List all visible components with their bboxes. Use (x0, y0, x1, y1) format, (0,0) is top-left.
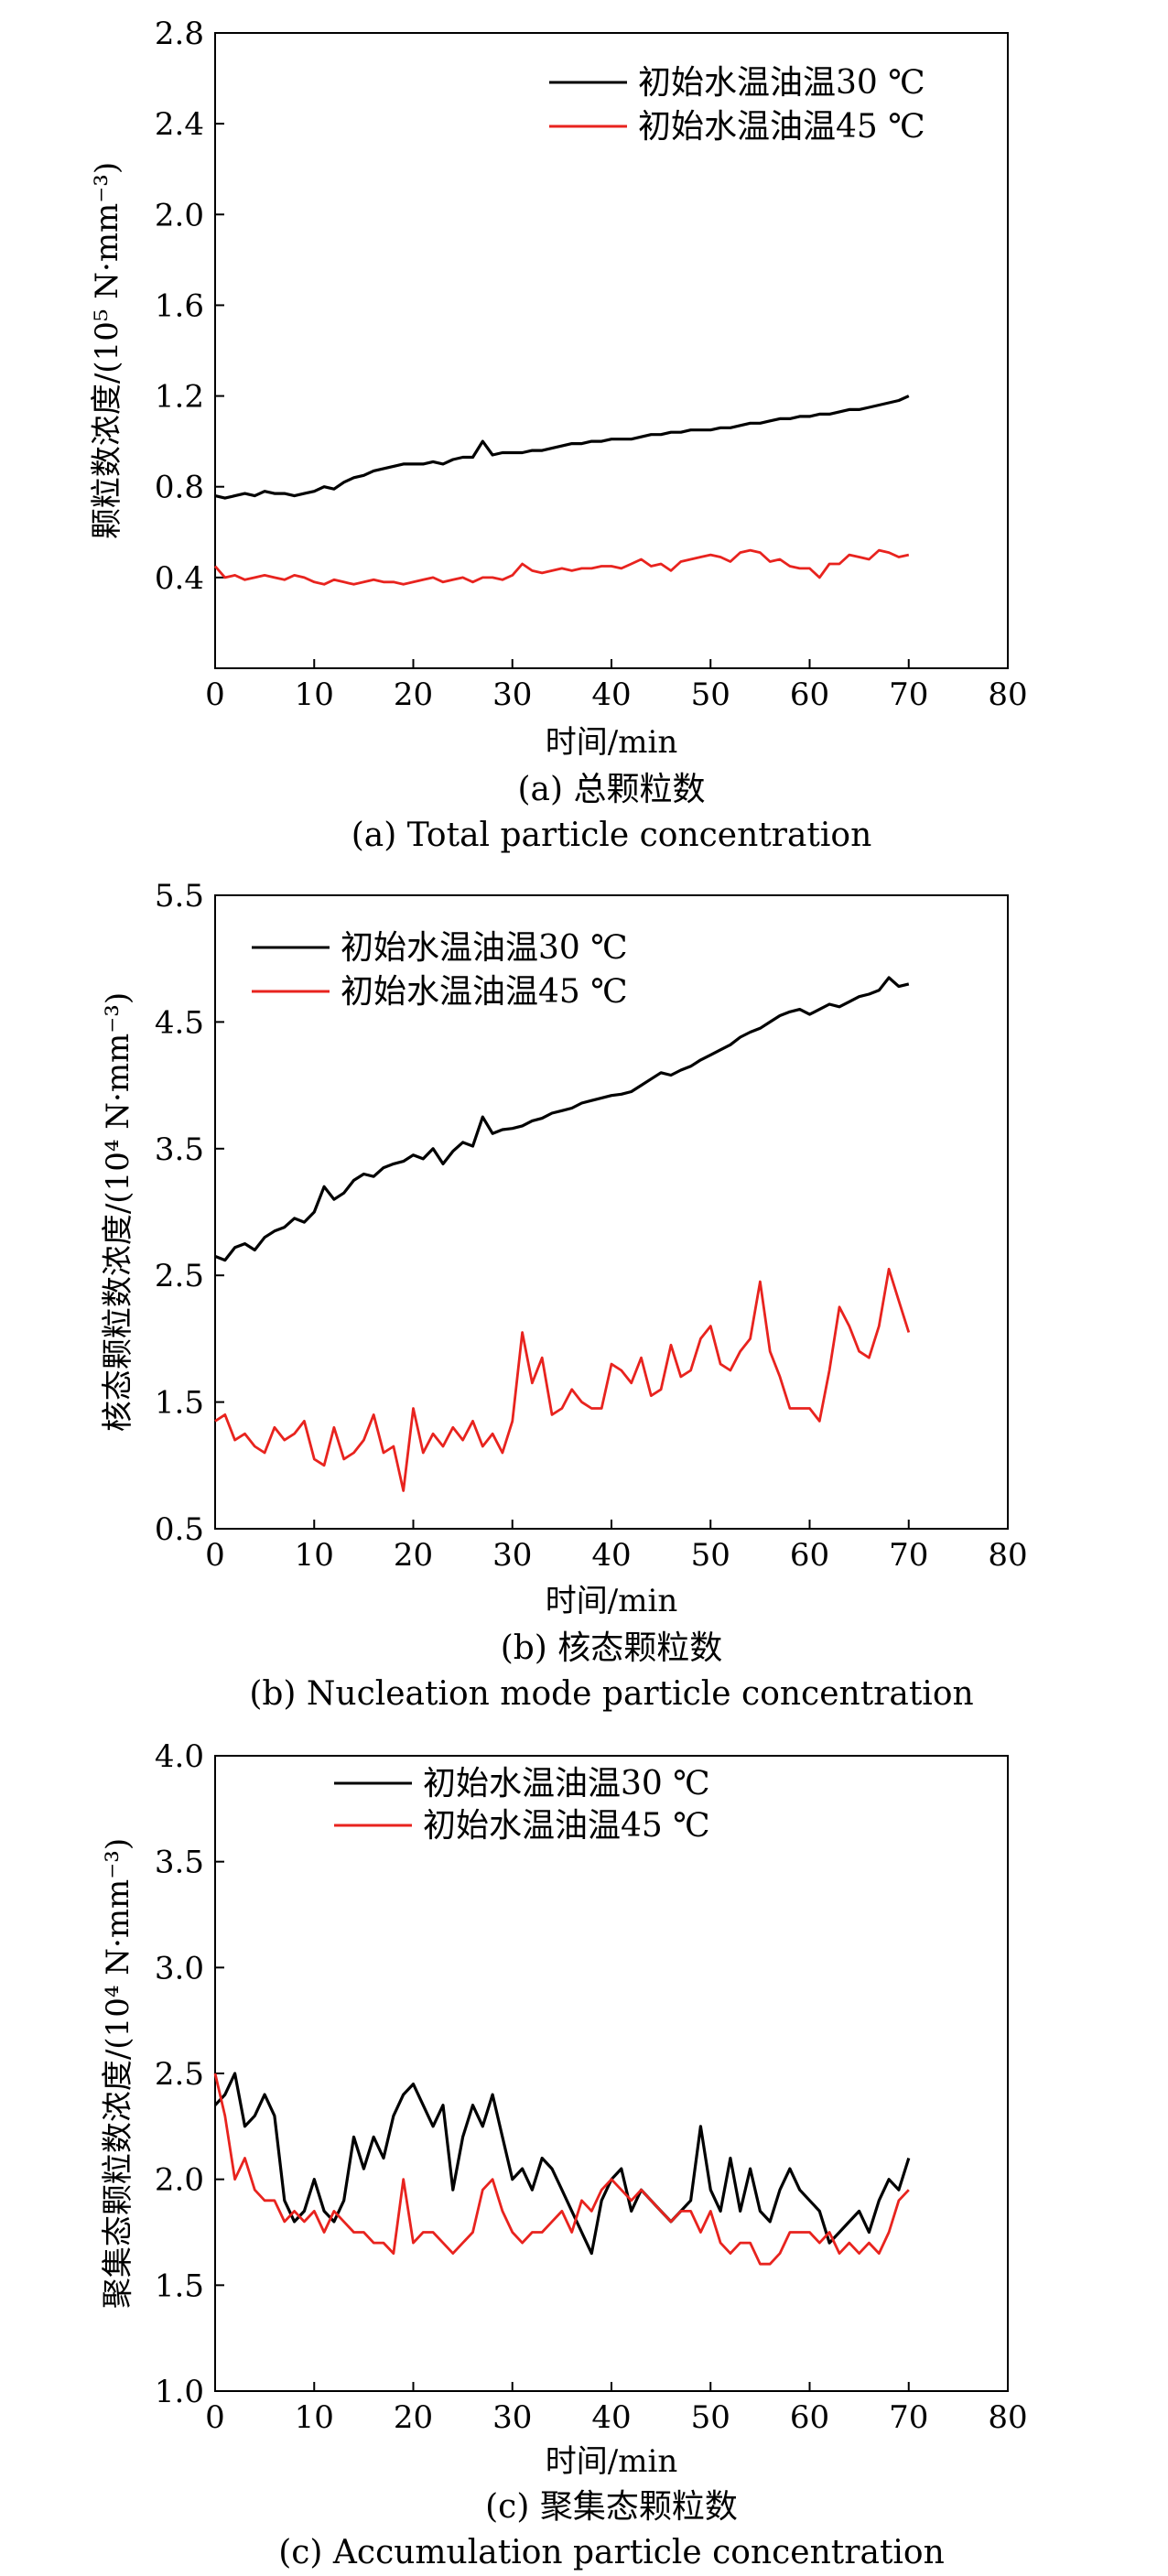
x-tick-label: 10 (295, 2399, 334, 2436)
x-tick-label: 30 (492, 676, 532, 713)
y-tick-label: 0.8 (155, 470, 204, 506)
y-tick-label: 4.5 (155, 1004, 204, 1041)
x-tick-label: 10 (295, 1537, 334, 1574)
x-tick-labels: 0 10 20 30 40 50 60 70 80 (205, 2399, 1027, 2436)
series-lines (213, 395, 910, 586)
series-line-30c (214, 976, 910, 1262)
x-tick-label: 80 (988, 676, 1027, 713)
y-tick-labels: 0.5 1.5 2.5 3.5 4.5 5.5 (155, 878, 204, 1548)
panel-subtitle: (a) Total particle concentration (351, 817, 872, 854)
x-tick-labels: 0 10 20 30 40 50 60 70 80 (205, 1537, 1027, 1574)
x-tick-label: 60 (790, 676, 829, 713)
y-tick-label: 1.6 (155, 287, 204, 324)
series-line-45c (214, 1267, 911, 1492)
y-tick-label: 3.0 (155, 1950, 204, 1986)
x-tick-label: 30 (492, 2399, 532, 2436)
panel-b-nucleation-particles: 0 10 20 30 40 50 60 70 80 0.5 1.5 2.5 3.5 4.5 5.5 初始水… (100, 878, 1028, 1713)
x-tick-label: 70 (889, 2399, 928, 2436)
legend-label-30: 初始水温油温30 ℃ (638, 64, 925, 102)
y-tick-label: 4.0 (155, 1738, 204, 1775)
y-tick-label: 2.5 (155, 2056, 204, 2093)
x-tick-label: 50 (691, 2399, 730, 2436)
x-tick-label: 40 (591, 1537, 631, 1574)
x-tick-labels: 0 10 20 30 40 50 60 70 80 (205, 676, 1027, 713)
axis-ticks (214, 1755, 1009, 2392)
x-tick-label: 30 (492, 1537, 532, 1574)
legend: 初始水温油温30 ℃ 初始水温油温45 ℃ (334, 1765, 710, 1845)
y-tick-label: 5.5 (155, 878, 204, 915)
x-tick-label: 40 (591, 676, 631, 713)
y-tick-label: 3.5 (155, 1131, 204, 1168)
x-axis-label: 时间/min (546, 1583, 677, 1619)
y-tick-label: 2.8 (155, 16, 204, 52)
axis-ticks (214, 32, 1009, 669)
x-tick-label: 0 (205, 2399, 225, 2436)
panel-a-total-particles: 0 10 20 30 40 50 60 70 80 0.40.81.21.62.02.42.8 … (89, 16, 1028, 854)
panel-title: (c) 聚集态颗粒数 (485, 2488, 738, 2526)
y-axis-label: 核态颗粒数浓度/(10⁴ N·mm⁻³) (100, 992, 136, 1432)
x-tick-label: 0 (205, 676, 225, 713)
x-tick-label: 20 (394, 2399, 433, 2436)
y-tick-label: 0.4 (155, 560, 204, 597)
x-tick-label: 50 (691, 1537, 730, 1574)
series-lines (214, 976, 911, 1492)
y-tick-label: 1.0 (155, 2374, 204, 2410)
y-tick-label: 2.0 (155, 197, 204, 233)
y-tick-label: 3.5 (155, 1845, 204, 1881)
x-tick-label: 70 (889, 676, 928, 713)
x-tick-label: 50 (691, 676, 730, 713)
x-tick-label: 10 (295, 676, 334, 713)
y-axis-label: 聚集态颗粒数浓度/(10⁴ N·mm⁻³) (100, 1838, 136, 2309)
axis-ticks (214, 894, 1009, 1530)
x-axis-label: 时间/min (546, 724, 677, 761)
legend-label-30: 初始水温油温30 ℃ (341, 929, 628, 967)
y-tick-labels: 1.0 1.5 2.0 2.5 3.0 3.5 4.0 (155, 1738, 204, 2410)
x-axis-label: 时间/min (546, 2443, 677, 2480)
y-tick-label: 1.5 (155, 2268, 204, 2304)
y-tick-label: 1.2 (155, 379, 204, 416)
panel-title: (b) 核态颗粒数 (501, 1629, 723, 1667)
legend: 初始水温油温30 ℃ 初始水温油温45 ℃ (549, 64, 925, 146)
legend-label-45: 初始水温油温45 ℃ (423, 1807, 710, 1845)
series-line-30c (213, 2072, 911, 2256)
legend-label-45: 初始水温油温45 ℃ (341, 973, 628, 1011)
x-tick-label: 20 (394, 1537, 433, 1574)
y-tick-label: 2.5 (155, 1258, 204, 1294)
x-tick-label: 60 (790, 1537, 829, 1574)
legend-label-45: 初始水温油温45 ℃ (638, 108, 925, 146)
x-tick-label: 80 (988, 1537, 1027, 1574)
y-tick-label: 2.0 (155, 2162, 204, 2199)
y-tick-label: 0.5 (155, 1511, 204, 1548)
x-tick-label: 0 (205, 1537, 225, 1574)
series-line-30c (214, 395, 910, 500)
panel-subtitle: (c) Accumulation particle concentration (278, 2534, 945, 2571)
x-tick-label: 70 (889, 1537, 928, 1574)
series-line-45c (213, 2073, 910, 2266)
y-tick-label: 2.4 (155, 106, 204, 143)
y-tick-label: 1.5 (155, 1385, 204, 1422)
x-tick-label: 60 (790, 2399, 829, 2436)
x-tick-label: 20 (394, 676, 433, 713)
legend-label-30: 初始水温油温30 ℃ (423, 1765, 710, 1802)
plot-frame (214, 1755, 1009, 2392)
x-tick-label: 40 (591, 2399, 631, 2436)
y-axis-label: 颗粒数浓度/(10⁵ N·mm⁻³) (89, 162, 125, 539)
panel-c-accumulation-particles: 0 10 20 30 40 50 60 70 80 1.01.52.02.53.03.54.0 … (100, 1738, 1028, 2571)
legend: 初始水温油温30 ℃ 初始水温油温45 ℃ (252, 929, 628, 1011)
panel-title: (a) 总颗粒数 (518, 771, 706, 808)
series-lines (213, 2072, 911, 2266)
y-tick-labels: 0.4 0.8 1.2 1.6 2.0 2.4 2.8 (155, 16, 204, 597)
series-line-45c (213, 548, 910, 586)
panel-subtitle: (b) Nucleation mode particle concentrati… (249, 1675, 973, 1713)
x-tick-label: 80 (988, 2399, 1027, 2436)
